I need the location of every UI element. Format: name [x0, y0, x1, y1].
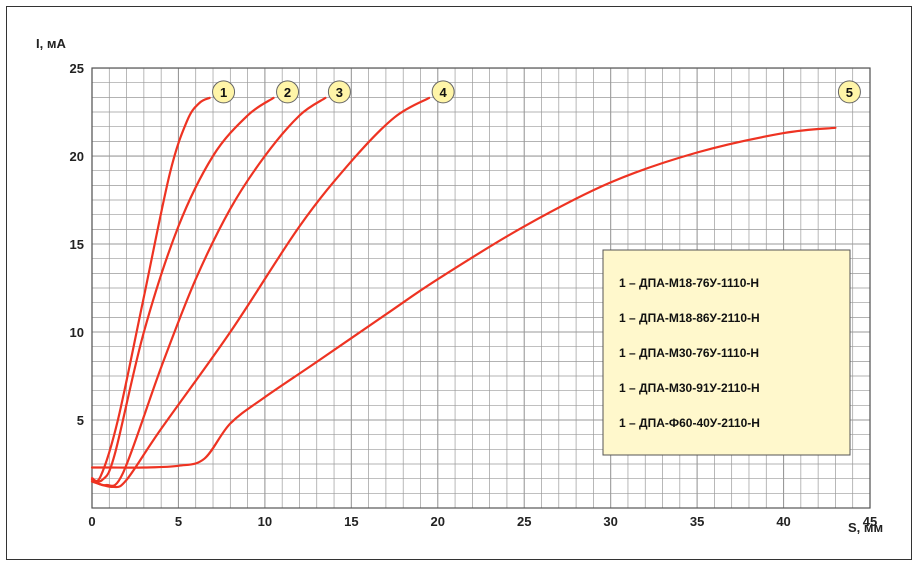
x-tick-label: 0: [88, 514, 95, 529]
y-tick-label: 20: [70, 149, 84, 164]
plot-border: [91, 67, 871, 509]
series-badge-label: 4: [440, 85, 448, 100]
x-axis-label: S, мм: [848, 520, 883, 535]
series-badge-4: 4: [431, 80, 455, 104]
legend-item: 1 – ДПА-Ф60-40У-2110-Н: [619, 416, 760, 430]
x-tick-label: 40: [776, 514, 790, 529]
x-tick-label: 25: [517, 514, 531, 529]
x-tick-label: 15: [344, 514, 358, 529]
x-tick-label: 30: [603, 514, 617, 529]
series-badge-label: 5: [846, 85, 853, 100]
legend-item: 1 – ДПА-М30-76У-1110-Н: [619, 346, 759, 360]
y-tick-label: 10: [70, 325, 84, 340]
y-axis-label: I, мА: [36, 36, 66, 51]
legend-item: 1 – ДПА-М18-76У-1110-Н: [619, 276, 759, 290]
series-badge-circle: [837, 80, 861, 104]
legend-item: 1 – ДПА-М18-86У-2110-Н: [619, 311, 760, 325]
series-badge-label: 3: [336, 85, 343, 100]
y-tick-label: 15: [70, 237, 84, 252]
series-badge-5: 5: [837, 80, 861, 104]
series-badges: 1 2 3 4 5: [212, 80, 861, 104]
series-badge-3: 3: [327, 80, 351, 104]
legend-item: 1 – ДПА-М30-91У-2110-Н: [619, 381, 760, 395]
legend: 1 – ДПА-М18-76У-1110-Н 1 – ДПА-М18-86У-2…: [602, 249, 851, 456]
series-line-2: [90, 96, 275, 483]
x-tick-label: 5: [175, 514, 182, 529]
y-tick-label: 5: [77, 413, 84, 428]
series-line-5: [90, 126, 837, 469]
x-tick-label: 45: [863, 514, 877, 529]
y-tick-label: 25: [70, 61, 84, 76]
series-badge-circle: [212, 80, 236, 104]
series-badge-1: 1: [212, 80, 236, 104]
series-layer: [90, 96, 837, 489]
series-badge-circle: [276, 80, 300, 104]
x-tick-label: 20: [431, 514, 445, 529]
series-badge-label: 1: [220, 85, 227, 100]
series-badge-circle: [431, 80, 455, 104]
series-line-4: [90, 96, 431, 489]
x-tick-label: 35: [690, 514, 704, 529]
x-tick-label: 10: [258, 514, 272, 529]
legend-box: [602, 249, 851, 456]
series-badge-circle: [327, 80, 351, 104]
series-badge-2: 2: [276, 80, 300, 104]
series-badge-label: 2: [284, 85, 291, 100]
